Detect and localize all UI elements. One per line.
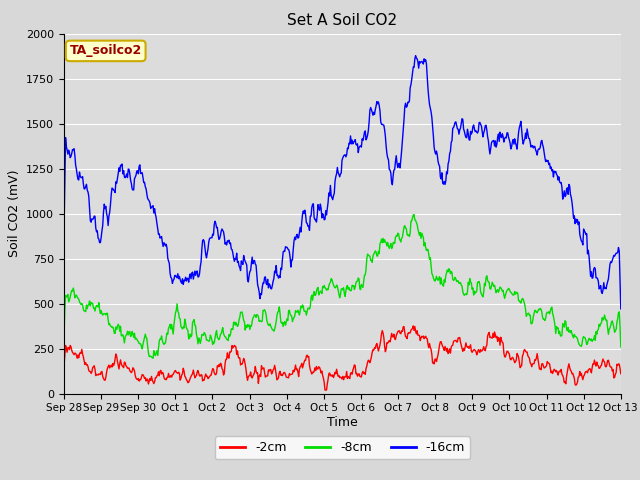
-16cm (60, 229, 68, 235)
-2cm (428, 352, 436, 358)
-2cm (184, 380, 192, 385)
-8cm (127, 332, 135, 338)
-2cm (321, 387, 329, 393)
-16cm (70, 146, 78, 152)
-2cm (214, 363, 221, 369)
Text: TA_soilco2: TA_soilco2 (70, 44, 142, 58)
-8cm (617, 344, 625, 350)
-16cm (214, 225, 221, 230)
-8cm (410, 212, 418, 217)
-2cm (412, 328, 419, 334)
-16cm (617, 306, 625, 312)
Y-axis label: Soil CO2 (mV): Soil CO2 (mV) (8, 170, 20, 257)
-2cm (127, 370, 135, 375)
Line: -8cm: -8cm (64, 215, 621, 358)
-8cm (70, 288, 78, 294)
-2cm (70, 352, 78, 358)
-8cm (214, 336, 222, 341)
-8cm (185, 336, 193, 342)
Line: -2cm: -2cm (64, 326, 621, 390)
-16cm (410, 64, 418, 70)
Legend: -2cm, -8cm, -16cm: -2cm, -8cm, -16cm (215, 436, 470, 459)
-16cm (127, 180, 135, 186)
-8cm (60, 334, 68, 340)
-16cm (428, 109, 435, 115)
Title: Set A Soil CO2: Set A Soil CO2 (287, 13, 397, 28)
-2cm (617, 371, 625, 377)
-16cm (412, 53, 419, 59)
-8cm (149, 355, 157, 361)
-16cm (184, 276, 192, 282)
-2cm (410, 323, 417, 329)
Line: -16cm: -16cm (64, 56, 621, 309)
X-axis label: Time: Time (327, 416, 358, 429)
-8cm (412, 217, 419, 223)
-2cm (60, 363, 68, 369)
-8cm (428, 271, 436, 276)
